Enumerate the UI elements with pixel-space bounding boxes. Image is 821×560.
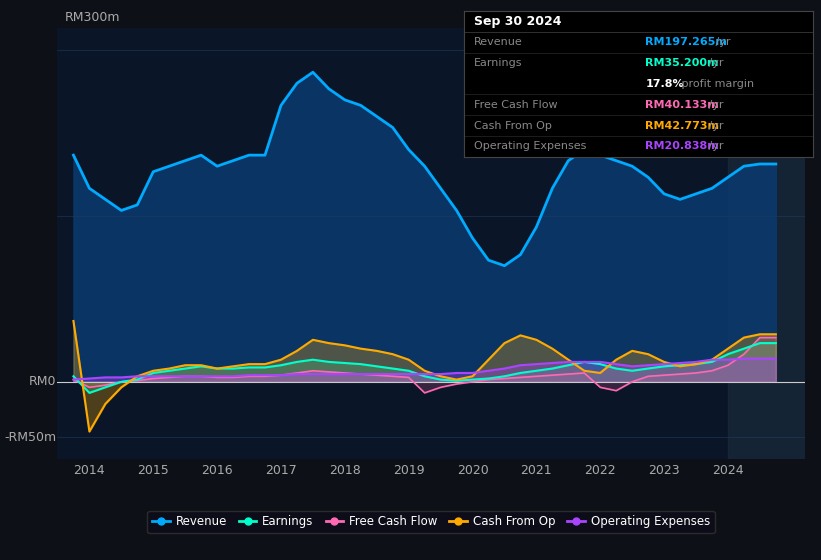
- Text: RM197.265m: RM197.265m: [645, 38, 727, 48]
- Text: /yr: /yr: [712, 38, 730, 48]
- Text: 17.8%: 17.8%: [645, 79, 684, 89]
- Text: RM42.773m: RM42.773m: [645, 120, 719, 130]
- Text: RM300m: RM300m: [65, 11, 121, 24]
- Text: -RM50m: -RM50m: [5, 431, 57, 444]
- Text: /yr: /yr: [705, 141, 723, 151]
- Text: /yr: /yr: [705, 100, 723, 110]
- Text: Cash From Op: Cash From Op: [475, 120, 553, 130]
- Text: RM20.838m: RM20.838m: [645, 141, 719, 151]
- Text: Revenue: Revenue: [475, 38, 523, 48]
- Text: /yr: /yr: [705, 58, 723, 68]
- Text: Earnings: Earnings: [475, 58, 523, 68]
- Text: RM0: RM0: [30, 375, 57, 388]
- Text: Free Cash Flow: Free Cash Flow: [475, 100, 558, 110]
- Text: Sep 30 2024: Sep 30 2024: [475, 15, 562, 28]
- Text: RM40.133m: RM40.133m: [645, 100, 719, 110]
- Text: Operating Expenses: Operating Expenses: [475, 141, 587, 151]
- Text: profit margin: profit margin: [678, 79, 754, 89]
- Text: /yr: /yr: [705, 120, 723, 130]
- Text: RM35.200m: RM35.200m: [645, 58, 719, 68]
- Bar: [728, 28, 805, 459]
- Legend: Revenue, Earnings, Free Cash Flow, Cash From Op, Operating Expenses: Revenue, Earnings, Free Cash Flow, Cash …: [147, 511, 715, 533]
